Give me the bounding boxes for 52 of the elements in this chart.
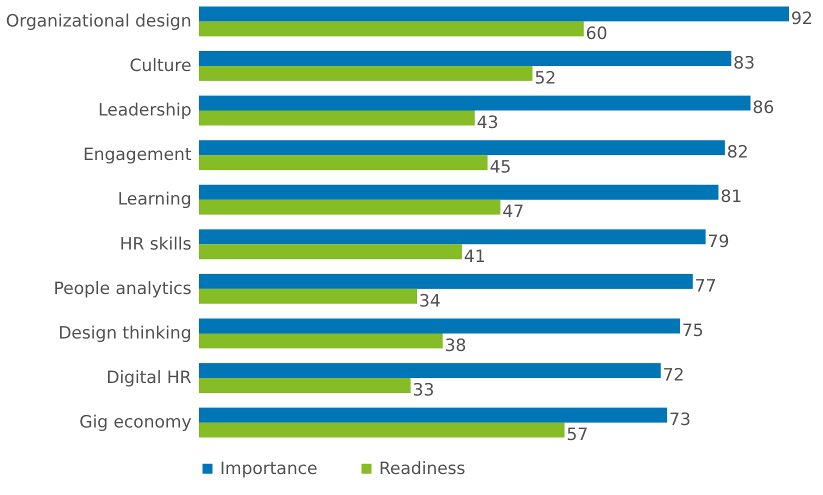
y-tick-label: Engagement xyxy=(83,145,192,166)
data-label: 79 xyxy=(708,232,730,252)
legend-label: Readiness xyxy=(379,458,466,479)
bar xyxy=(199,110,475,126)
y-tick-label: Digital HR xyxy=(106,368,192,388)
data-label: 77 xyxy=(694,276,716,296)
bar xyxy=(199,333,443,348)
data-label: 92 xyxy=(791,8,813,29)
bar xyxy=(199,140,725,156)
bar xyxy=(199,422,565,438)
y-tick-label: Learning xyxy=(118,190,192,210)
y-tick-label: Organizational design xyxy=(6,11,192,32)
data-label: 86 xyxy=(752,98,774,118)
y-tick-label: Design thinking xyxy=(58,323,192,344)
bar xyxy=(199,155,488,170)
data-label: 47 xyxy=(502,202,524,222)
data-label: 73 xyxy=(669,410,691,430)
y-tick-label: Gig economy xyxy=(79,412,192,433)
data-label: 52 xyxy=(534,68,556,88)
bar xyxy=(199,363,661,378)
data-label: 41 xyxy=(464,246,486,267)
data-label: 38 xyxy=(444,336,466,356)
data-label: 82 xyxy=(726,142,749,163)
bar xyxy=(199,229,706,244)
bar xyxy=(199,274,693,289)
data-label: 34 xyxy=(419,291,441,312)
data-label: 33 xyxy=(412,380,434,400)
data-label: 81 xyxy=(720,187,742,208)
data-label: 57 xyxy=(566,425,588,446)
data-label: 75 xyxy=(682,320,704,341)
bar xyxy=(199,21,584,36)
bar xyxy=(199,51,732,66)
bar xyxy=(199,6,789,22)
data-label: 45 xyxy=(490,158,512,178)
bar xyxy=(199,96,751,111)
data-label: 83 xyxy=(733,54,755,74)
y-tick-label: People analytics xyxy=(54,278,192,299)
bar xyxy=(199,378,411,393)
bar xyxy=(199,288,418,304)
bar xyxy=(199,200,500,215)
y-tick-label: HR skills xyxy=(120,234,192,254)
bar xyxy=(199,244,462,260)
legend-label: Importance xyxy=(220,458,318,479)
y-tick-label: Leadership xyxy=(98,100,192,121)
data-label: 60 xyxy=(586,24,608,44)
data-label: 43 xyxy=(476,113,498,134)
bar xyxy=(199,318,680,334)
bar xyxy=(199,66,532,81)
y-tick-label: Culture xyxy=(130,56,192,76)
bar xyxy=(199,184,718,200)
bar xyxy=(199,408,668,423)
data-label: 72 xyxy=(662,366,684,386)
